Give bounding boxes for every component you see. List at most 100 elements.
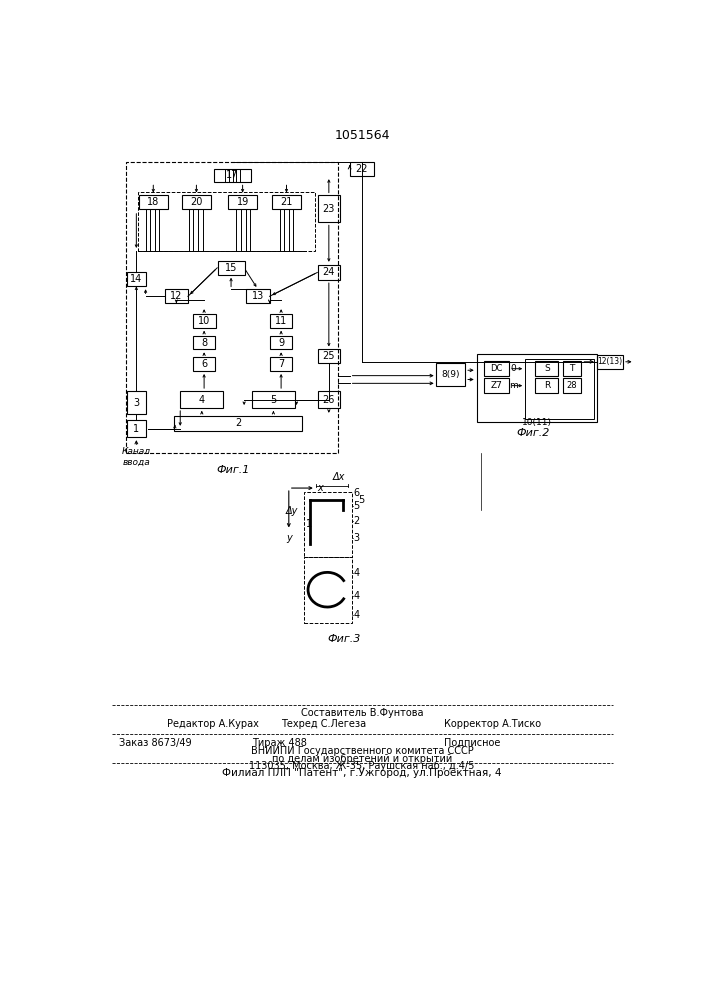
Text: 7: 7 [278,359,284,369]
Bar [138,192,315,251]
Text: Составитель В.Фунтова: Составитель В.Фунтова [300,708,423,718]
Text: Филиал ПЛП "Патент", г.Ужгород, ул.Проектная, 4: Филиал ПЛП "Патент", г.Ужгород, ул.Проек… [222,768,502,778]
Bar [127,391,146,414]
Bar [193,357,215,371]
Bar [182,195,211,209]
Text: 4: 4 [354,610,360,620]
Text: 18: 18 [147,197,159,207]
Bar [304,557,352,623]
Bar [127,272,146,286]
Bar [270,314,292,328]
Text: Фиг.1: Фиг.1 [216,465,250,475]
Bar [193,336,215,349]
Text: 3: 3 [354,533,360,543]
Text: ВНИИПИ Государственного комитета СССР: ВНИИПИ Государственного комитета СССР [250,746,473,756]
Text: 2: 2 [354,516,360,526]
Text: 13: 13 [252,291,264,301]
Text: 22: 22 [356,164,368,174]
Text: 25: 25 [322,351,335,361]
Text: 10: 10 [198,316,210,326]
Text: Δx: Δx [333,472,345,482]
Text: 24: 24 [322,267,335,277]
Bar [318,195,339,222]
Bar [127,162,338,453]
Text: 12: 12 [170,291,182,301]
Text: 10(11): 10(11) [522,418,551,427]
Text: 9: 9 [278,338,284,348]
Text: Корректор А.Тиско: Корректор А.Тиско [444,719,542,729]
Bar [247,289,269,303]
Bar [318,349,339,363]
Bar [535,378,559,393]
Text: 4: 4 [354,591,360,601]
Bar [484,378,509,393]
Bar [563,378,581,393]
Text: 4: 4 [354,568,360,578]
Bar [535,361,559,376]
Bar [214,169,251,182]
Text: 1: 1 [305,519,312,529]
Bar [477,354,597,422]
Text: Δy: Δy [286,506,298,516]
Text: 23: 23 [322,204,335,214]
Bar [270,357,292,371]
Text: 4: 4 [199,395,205,405]
Text: 2: 2 [235,418,241,428]
Text: 5: 5 [270,395,276,405]
Text: 20: 20 [190,197,203,207]
Bar [228,195,257,209]
Text: 26: 26 [322,395,335,405]
Text: x: x [317,483,323,493]
Text: 1051564: 1051564 [334,129,390,142]
Text: 11: 11 [275,316,287,326]
Bar [304,492,352,557]
Text: Подписное: Подписное [444,738,501,748]
Text: S: S [544,364,549,373]
Bar [180,391,223,408]
Text: DC: DC [491,364,503,373]
Text: m: m [509,381,518,390]
Text: 19: 19 [236,197,249,207]
Bar [597,355,623,369]
Text: Тираж 488: Тираж 488 [252,738,307,748]
Bar [318,265,339,280]
Text: Техред С.Легеза: Техред С.Легеза [281,719,366,729]
Bar [350,162,374,176]
Text: Фиг.2: Фиг.2 [516,428,549,438]
Text: 3: 3 [134,398,139,408]
Bar [563,361,581,376]
Bar [272,195,301,209]
Text: 14: 14 [130,274,143,284]
Text: Z7: Z7 [491,381,503,390]
Text: 5: 5 [358,495,364,505]
Text: Канал
ввода: Канал ввода [122,447,151,467]
Text: 28: 28 [567,381,578,390]
Bar [165,289,188,303]
Text: y: y [286,533,292,543]
Text: 17: 17 [226,170,239,180]
Text: R: R [544,381,550,390]
Bar [218,261,245,275]
Bar [127,420,146,437]
Text: 1: 1 [134,424,139,434]
Bar [270,336,292,349]
Text: Фиг.3: Фиг.3 [327,634,361,644]
Bar [525,359,595,419]
Text: Редактор А.Курах: Редактор А.Курах [167,719,259,729]
Bar [318,391,339,408]
Text: 8: 8 [201,338,207,348]
Text: 113035, Москва, Ж-35, Раушская наб., д.4/5: 113035, Москва, Ж-35, Раушская наб., д.4… [250,761,474,771]
Text: 0: 0 [510,364,517,373]
Text: 12(13): 12(13) [597,357,622,366]
Text: 6: 6 [201,359,207,369]
Text: 15: 15 [225,263,238,273]
Text: 5: 5 [354,501,360,511]
Text: 21: 21 [280,197,293,207]
Text: Заказ 8673/49: Заказ 8673/49 [119,738,192,748]
Bar [436,363,465,386]
Bar [139,195,168,209]
Text: по делам изобретений и открытий: по делам изобретений и открытий [271,754,452,764]
Text: T: T [569,364,575,373]
Bar [192,314,216,328]
Text: 6: 6 [354,488,360,498]
